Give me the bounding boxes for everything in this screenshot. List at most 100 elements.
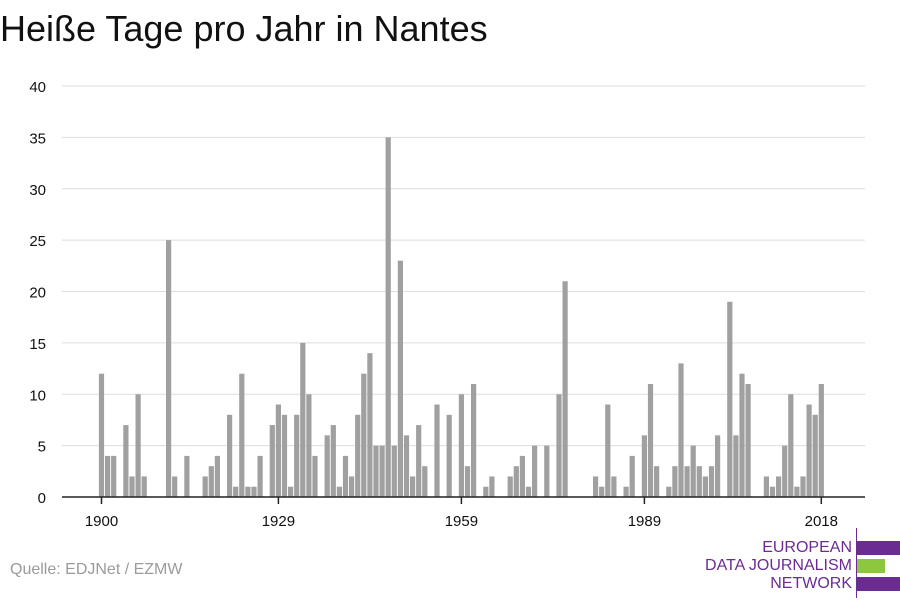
bar-1982 [599,486,605,497]
bar-2001 [715,435,721,497]
bar-1904 [123,425,129,497]
bar-1944 [367,353,373,497]
bar-1928 [269,425,275,497]
bar-1939 [336,486,342,497]
bar-1973 [544,445,550,498]
bar-1993 [666,486,672,497]
bar-2003 [727,301,733,497]
bar-2011 [776,476,782,497]
edjnet-logo: EUROPEAN DATA JOURNALISM NETWORK [700,528,900,600]
bar-1935 [312,455,318,497]
bar-1934 [306,394,312,497]
bar-1938 [330,425,336,497]
bar-1945 [373,445,379,498]
bar-1990 [647,383,654,497]
logo-separator [856,528,857,598]
bar-1951 [410,476,416,497]
bar-1996 [684,466,690,497]
bar-1959 [458,394,464,497]
bar-2012 [782,445,788,498]
bar-1971 [532,445,538,498]
x-tick-label: 2018 [805,513,838,530]
bar-1925 [251,486,257,497]
y-tick-label: 40 [29,79,46,96]
y-tick-label: 0 [38,490,46,507]
bar-1984 [611,476,617,497]
bar-1991 [654,466,660,497]
bar-1955 [434,404,440,497]
bar-1976 [562,281,568,497]
bar-1905 [129,476,135,497]
bar-1933 [300,342,306,498]
bar-1995 [678,363,684,497]
bar-2005 [739,373,745,497]
bar-1987 [629,455,635,497]
bar-2009 [763,476,769,497]
logo-line-3: NETWORK [770,575,852,592]
bar-1917 [202,476,208,497]
bar-2000 [708,466,715,497]
bar-1947 [385,137,391,498]
bar-1968 [513,466,519,497]
bar-2004 [733,435,739,497]
bar-1969 [519,455,525,497]
bar-2010 [769,486,776,497]
bar-1964 [489,476,495,497]
bar-1960 [464,466,471,497]
x-axis [62,496,865,504]
y-tick-label: 25 [29,233,46,250]
bar-1946 [379,445,385,498]
bar-1981 [593,476,599,497]
bar-1963 [483,486,489,497]
logo-line-1: EUROPEAN [762,539,852,556]
bar-1906 [135,394,141,497]
bar-1921 [227,414,233,497]
y-tick-label: 30 [29,182,46,199]
bar-2013 [788,394,794,497]
bar-1911 [166,240,172,498]
bars [98,137,824,498]
bar-1986 [623,486,629,497]
bar-1937 [324,435,330,497]
y-tick-label: 35 [29,130,46,147]
bar-1922 [233,486,239,497]
bar-1924 [245,486,251,497]
bar-1929 [275,404,281,497]
bar-1957 [446,414,452,497]
bar-1997 [690,445,696,498]
bar-1926 [257,455,263,497]
bar-1930 [281,414,288,497]
logo-bar-purple-bottom [857,577,900,591]
bar-1943 [361,373,367,497]
bar-1967 [507,476,513,497]
bar-1912 [172,476,178,497]
x-tick-label: 1989 [628,513,661,530]
bar-2016 [806,404,812,497]
x-tick-labels: 1900 1929 1959 1989 2018 [85,513,838,530]
bar-2018 [818,383,824,497]
bar-1948 [391,445,397,498]
y-tick-label: 15 [29,336,46,353]
bar-1975 [556,394,562,497]
x-tick-label: 1959 [445,513,478,530]
bar-1998 [696,466,702,497]
bar-1953 [422,466,428,497]
chart-title: Heiße Tage pro Jahr in Nantes [0,8,488,49]
x-tick-label: 1900 [85,513,118,530]
bar-2014 [794,486,800,497]
bar-1961 [471,383,477,497]
y-tick-label: 10 [29,387,46,404]
source-note: Quelle: EDJNet / EZMW [10,561,183,578]
y-tick-labels: 0 5 10 15 20 25 30 35 40 [29,79,46,507]
bar-1902 [111,455,117,497]
bar-1994 [672,466,678,497]
bar-2015 [800,476,806,497]
bar-2006 [745,383,751,497]
bar-1918 [208,466,214,497]
bar-2017 [812,414,818,497]
logo-bar-purple-top [857,541,900,555]
bar-1914 [184,455,190,497]
bar-1989 [641,435,647,497]
bar-1901 [105,455,111,497]
